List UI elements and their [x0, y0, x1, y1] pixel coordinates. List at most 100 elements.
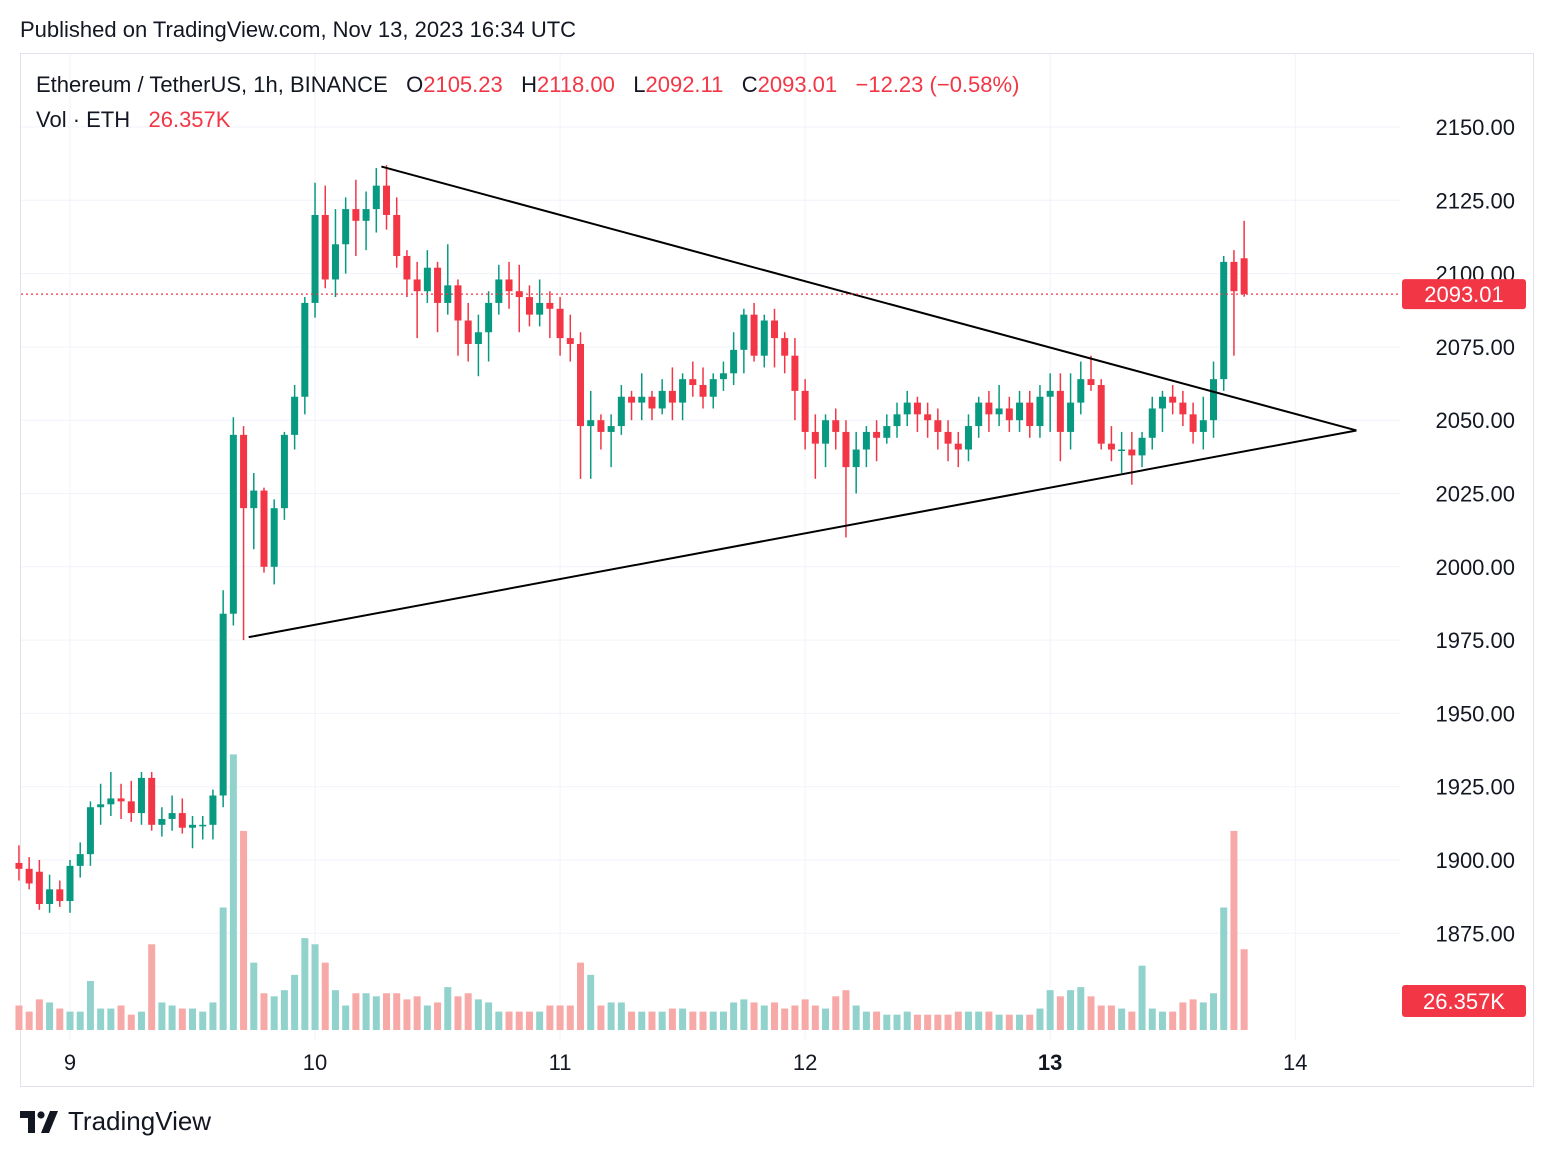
volume-bar — [1138, 965, 1146, 1030]
candle-body — [995, 408, 1003, 415]
candle-body — [750, 314, 758, 356]
legend-low-value: 2092.11 — [645, 72, 724, 97]
volume-bar — [954, 1011, 962, 1030]
volume-bar — [66, 1011, 74, 1030]
volume-bar — [76, 1011, 84, 1030]
candle-body — [1169, 396, 1177, 403]
volume-legend: Vol · ETH 26.357K — [36, 107, 230, 133]
x-tick-label: 10 — [303, 1050, 327, 1075]
volume-bar — [1118, 1008, 1126, 1030]
candle-body — [127, 801, 135, 814]
candle-body — [464, 320, 472, 344]
candle-body — [1189, 414, 1197, 432]
volume-bar — [393, 993, 401, 1030]
volume-bar — [1158, 1011, 1166, 1030]
y-tick-label: 2000.00 — [1435, 555, 1515, 580]
x-tick-label: 12 — [793, 1050, 817, 1075]
volume-bar — [291, 974, 299, 1030]
candle-body — [383, 185, 391, 215]
candle-body — [505, 279, 513, 292]
candle-body — [617, 396, 625, 427]
candle-body — [1107, 443, 1115, 450]
grid-lines — [21, 54, 1400, 1040]
volume-bar — [280, 990, 288, 1030]
y-tick-label: 1900.00 — [1435, 848, 1515, 873]
volume-bar — [924, 1014, 932, 1030]
volume-bar — [719, 1011, 727, 1030]
volume-bar — [1046, 990, 1054, 1030]
legend-low-label: L — [633, 72, 646, 97]
candle-body — [240, 434, 248, 509]
candle-body — [822, 420, 830, 444]
volume-bar — [964, 1011, 972, 1030]
candle-body — [76, 854, 84, 866]
candle-body — [1077, 379, 1085, 403]
volume-bar — [240, 830, 248, 1030]
volume-bar — [975, 1011, 983, 1030]
candle-body — [648, 396, 656, 409]
candle-body — [199, 824, 207, 827]
candle-body — [15, 862, 23, 869]
volume-bar — [485, 1002, 493, 1030]
candle-body — [628, 396, 636, 403]
candle-body — [229, 434, 237, 614]
trendlines[interactable] — [248, 165, 1357, 639]
volume-bar — [770, 1002, 778, 1030]
volume-bar — [1107, 1005, 1115, 1030]
y-tick-label: 1975.00 — [1435, 628, 1515, 653]
candle-body — [393, 214, 401, 257]
volume-bar — [1169, 1011, 1177, 1030]
price-axis[interactable]: 2150.002125.002100.002075.002050.002025.… — [1435, 115, 1515, 946]
chart-frame — [20, 53, 1534, 1087]
volume-bar — [873, 1011, 881, 1030]
legend-high-value: 2118.00 — [536, 72, 615, 97]
volume-bar — [189, 1008, 197, 1030]
legend-open-value: 2105.23 — [423, 72, 503, 97]
candle-body — [372, 185, 380, 210]
volume-bar — [444, 987, 452, 1030]
volume-bar — [434, 1002, 442, 1030]
time-axis[interactable]: 9 10 11 12 13 14 — [64, 1050, 1308, 1075]
candle-body — [1199, 420, 1207, 432]
candle-body — [1230, 261, 1238, 292]
candle-body — [291, 396, 299, 435]
candle-body — [1026, 402, 1034, 427]
footer-brand[interactable]: TradingView — [20, 1106, 211, 1137]
volume-bar — [454, 996, 462, 1030]
volume-label[interactable]: Vol · ETH — [36, 107, 131, 132]
volume-bar — [709, 1011, 717, 1030]
candle-body — [1210, 379, 1218, 421]
trendline-upper — [381, 165, 1357, 432]
volume-bar — [1240, 949, 1248, 1030]
volume-bar — [127, 1014, 135, 1030]
candle-body — [117, 798, 125, 802]
volume-bar — [178, 1008, 186, 1030]
volume-bar — [811, 1005, 819, 1030]
candle-body — [699, 385, 707, 397]
candle-body — [137, 777, 145, 814]
legend-change: −12.23 (−0.58%) — [855, 72, 1020, 97]
legend-close-label: C — [741, 72, 758, 97]
candle-body — [587, 420, 595, 427]
candles — [15, 165, 1248, 913]
x-tick-label: 9 — [64, 1050, 76, 1075]
candle-body — [709, 379, 717, 397]
legend-symbol[interactable]: Ethereum / TetherUS, 1h, BINANCE — [36, 72, 388, 97]
volume-bar — [1220, 907, 1228, 1030]
x-tick-label: 14 — [1283, 1050, 1307, 1075]
volume-bar — [566, 1005, 574, 1030]
volume-bar — [86, 981, 94, 1030]
volume-bar — [35, 999, 43, 1030]
candle-body — [577, 343, 584, 427]
volume-bar — [331, 990, 339, 1030]
candle-body — [66, 865, 74, 902]
volume-bar — [1179, 1002, 1187, 1030]
volume-bar — [903, 1011, 911, 1030]
candle-body — [893, 414, 901, 427]
x-tick-label: 13 — [1038, 1050, 1062, 1075]
candle-body — [740, 314, 748, 350]
volume-bar — [1016, 1014, 1024, 1030]
volume-bar — [1077, 987, 1085, 1030]
candle-body — [1046, 390, 1054, 397]
